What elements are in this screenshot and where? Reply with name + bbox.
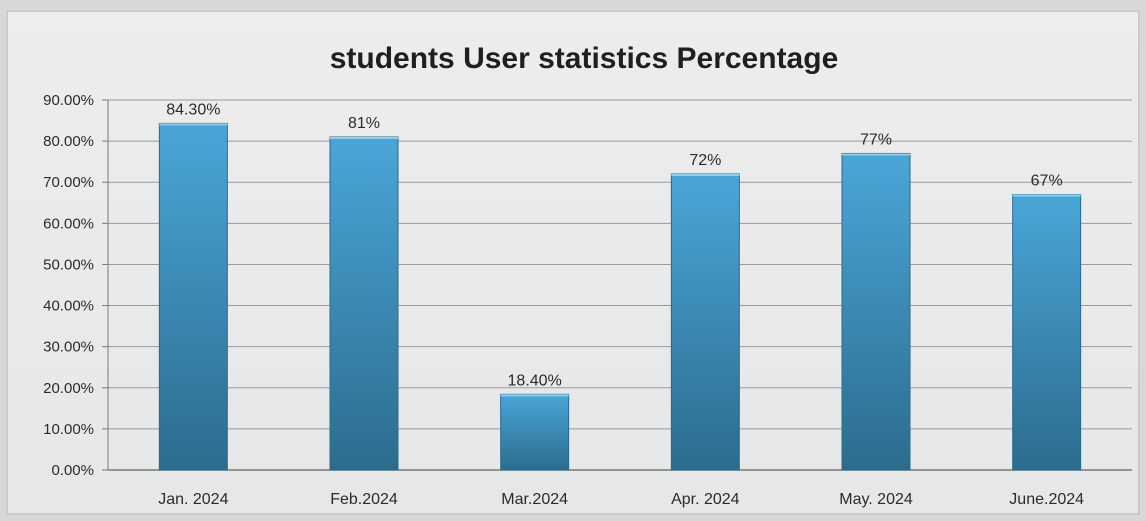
bar <box>329 136 399 471</box>
bar <box>500 393 570 471</box>
bar <box>1012 194 1082 471</box>
bar <box>158 122 228 471</box>
bars <box>158 122 1082 471</box>
y-tick-label: 30.00% <box>43 339 94 356</box>
gridlines <box>102 99 1132 471</box>
y-tick-label: 80.00% <box>43 133 94 150</box>
x-tick-label: June.2024 <box>1009 491 1084 508</box>
data-label: 81% <box>348 115 380 132</box>
data-labels: 84.30% 81% 18.40% 72% 77% 67% <box>166 101 1062 389</box>
y-axis: 0.00% 10.00% 20.00% 30.00% 40.00% 50.00% 60.00… <box>43 92 94 479</box>
data-label: 84.30% <box>166 101 220 118</box>
chart-area: students User statistics Percentage 0.00… <box>6 10 1140 515</box>
bar <box>670 173 740 471</box>
y-tick-label: 70.00% <box>43 174 94 191</box>
bar <box>841 152 911 471</box>
data-label: 77% <box>860 131 892 148</box>
y-tick-label: 10.00% <box>43 421 94 438</box>
chart-title: students User statistics Percentage <box>330 42 839 75</box>
y-tick-label: 40.00% <box>43 298 94 315</box>
data-label: 72% <box>689 152 721 169</box>
y-tick-label: 50.00% <box>43 256 94 273</box>
x-tick-label: May. 2024 <box>839 491 913 508</box>
data-label: 18.40% <box>508 372 562 389</box>
y-tick-label: 60.00% <box>43 215 94 232</box>
x-tick-label: Mar.2024 <box>501 491 568 508</box>
x-tick-label: Apr. 2024 <box>671 491 740 508</box>
x-tick-label: Jan. 2024 <box>158 491 228 508</box>
bar-chart: students User statistics Percentage 0.00… <box>43 42 1132 508</box>
y-tick-label: 0.00% <box>51 462 94 479</box>
x-tick-label: Feb.2024 <box>330 491 398 508</box>
y-tick-label: 90.00% <box>43 92 94 109</box>
data-label: 67% <box>1031 173 1063 190</box>
y-tick-label: 20.00% <box>43 380 94 397</box>
x-axis: Jan. 2024 Feb.2024 Mar.2024 Apr. 2024 May. 2… <box>158 491 1084 508</box>
